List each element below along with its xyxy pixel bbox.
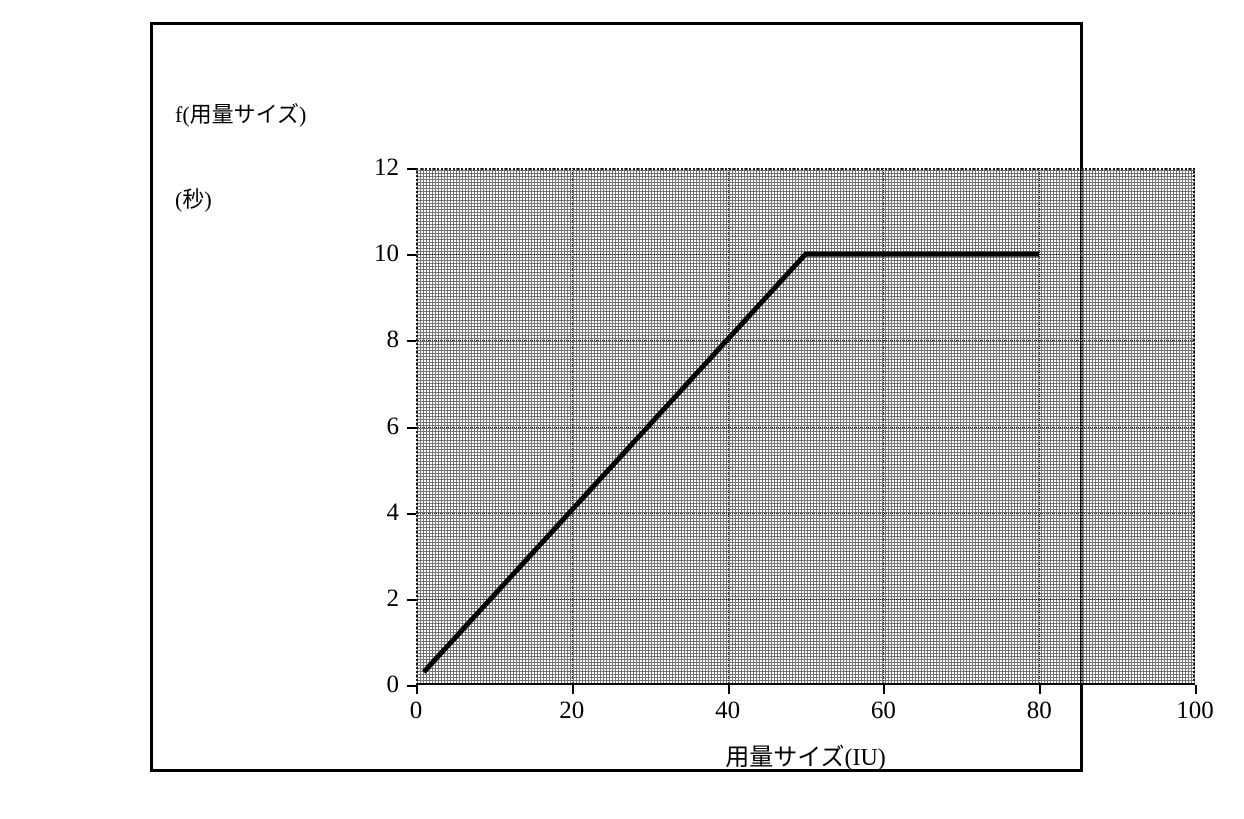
xtick-mark-20 xyxy=(572,685,574,694)
xtick-mark-0 xyxy=(416,685,418,694)
xtick-mark-40 xyxy=(728,685,730,694)
ytick-label-6: 6 xyxy=(339,413,399,441)
ytick-mark-6 xyxy=(407,427,416,429)
ytick-mark-4 xyxy=(407,513,416,515)
xtick-label-60: 60 xyxy=(871,697,896,725)
y-axis-caption-line-1: f(用量サイズ) xyxy=(175,101,306,129)
ytick-mark-12 xyxy=(407,168,416,170)
xtick-mark-100 xyxy=(1195,685,1197,694)
gridline-x-20 xyxy=(572,168,573,685)
xtick-label-100: 100 xyxy=(1176,697,1214,725)
gridline-x-80 xyxy=(1039,168,1040,685)
gridline-y-10 xyxy=(416,254,1195,255)
plot-axis-x-line xyxy=(416,683,1195,685)
gridline-y-8 xyxy=(416,340,1195,341)
ytick-mark-2 xyxy=(407,599,416,601)
gridline-y-4 xyxy=(416,513,1195,514)
ytick-label-4: 4 xyxy=(339,499,399,527)
ytick-mark-0 xyxy=(407,685,416,687)
plot-border-right xyxy=(1193,168,1195,685)
xtick-label-40: 40 xyxy=(715,697,740,725)
figure-frame: f(用量サイズ) (秒) 12 10 8 6 4 2 0 0 20 40 60 xyxy=(150,22,1083,772)
ytick-mark-10 xyxy=(407,254,416,256)
ytick-label-0: 0 xyxy=(339,671,399,699)
x-axis-title: 用量サイズ(IU) xyxy=(416,737,1195,772)
xtick-mark-80 xyxy=(1039,685,1041,694)
y-axis-caption-line-2: (秒) xyxy=(175,186,306,214)
gridline-y-2 xyxy=(416,599,1195,600)
ytick-mark-8 xyxy=(407,340,416,342)
xtick-label-0: 0 xyxy=(410,697,423,725)
xtick-label-20: 20 xyxy=(559,697,584,725)
gridline-y-6 xyxy=(416,427,1195,428)
ytick-label-10: 10 xyxy=(339,240,399,268)
gridline-x-60 xyxy=(883,168,884,685)
ytick-label-2: 2 xyxy=(339,585,399,613)
plot-border-top xyxy=(416,168,1195,170)
ytick-label-12: 12 xyxy=(339,154,399,182)
plot-area xyxy=(416,168,1195,685)
xtick-mark-60 xyxy=(883,685,885,694)
y-axis-caption: f(用量サイズ) (秒) xyxy=(175,45,306,270)
plot-axis-y-line xyxy=(416,168,418,685)
ytick-label-8: 8 xyxy=(339,326,399,354)
gridline-x-40 xyxy=(728,168,729,685)
xtick-label-80: 80 xyxy=(1027,697,1052,725)
